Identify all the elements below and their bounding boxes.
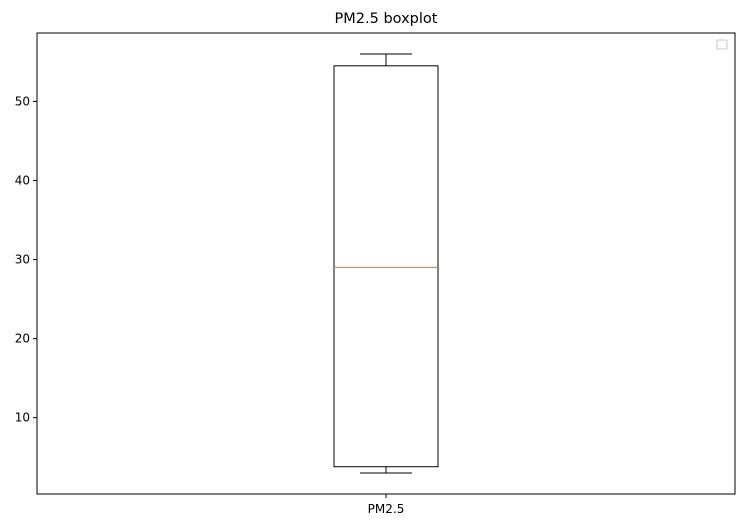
x-tick-label: PM2.5 xyxy=(368,502,405,516)
boxplot-group xyxy=(333,53,439,474)
y-tick-label: 10 xyxy=(15,411,30,425)
box-pm2-5 xyxy=(333,53,439,474)
chart-title: PM2.5 boxplot xyxy=(335,11,438,27)
plot-frame xyxy=(36,32,736,495)
box-iqr xyxy=(333,65,439,468)
legend xyxy=(716,39,728,50)
y-axis: 10 20 30 40 50 xyxy=(15,94,37,425)
y-tick-label: 40 xyxy=(15,173,30,187)
x-axis: PM2.5 xyxy=(368,494,405,516)
y-tick-label: 30 xyxy=(15,253,30,267)
y-tick-label: 20 xyxy=(15,332,30,346)
y-tick-label: 50 xyxy=(15,94,30,108)
